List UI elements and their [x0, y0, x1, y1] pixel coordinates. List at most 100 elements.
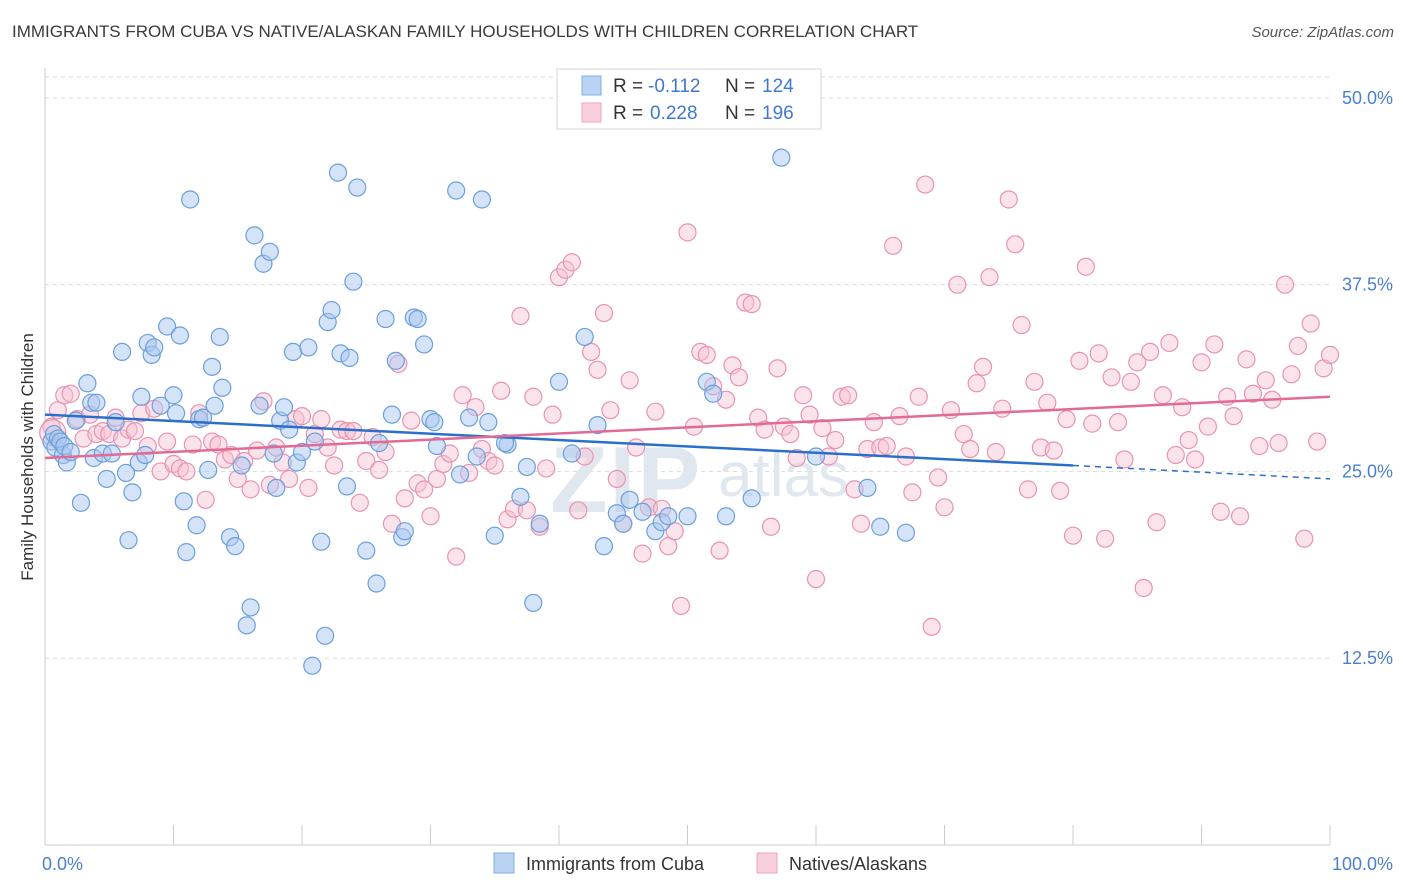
data-point-cuba	[524, 593, 543, 613]
data-point-natives	[697, 345, 716, 364]
data-point-cuba	[340, 348, 359, 367]
data-point-natives	[1057, 410, 1076, 429]
data-point-natives	[1153, 386, 1173, 405]
data-point-natives	[350, 493, 369, 512]
data-point-natives	[357, 451, 376, 471]
data-point-natives	[370, 460, 389, 480]
data-point-natives	[1006, 235, 1025, 254]
data-point-cuba	[633, 502, 652, 521]
data-point-natives	[1192, 353, 1211, 372]
data-point-cuba	[376, 309, 395, 329]
data-point-natives	[1108, 413, 1128, 432]
data-point-cuba	[106, 413, 125, 432]
data-point-natives	[646, 402, 665, 421]
data-point-cuba	[280, 420, 299, 439]
data-point-natives	[241, 480, 260, 499]
data-point-natives	[1076, 257, 1095, 276]
legend-n-value: 124	[762, 76, 794, 97]
data-point-natives	[1256, 371, 1275, 390]
data-point-cuba	[123, 483, 142, 502]
data-point-cuba	[181, 190, 200, 209]
data-point-natives	[1282, 365, 1301, 384]
data-point-natives	[1275, 275, 1295, 294]
trend-line-cuba-extension	[1072, 464, 1331, 480]
data-point-cuba	[316, 626, 335, 645]
data-point-cuba	[594, 537, 614, 556]
data-point-natives	[851, 514, 871, 533]
data-point-natives	[1096, 529, 1115, 548]
data-point-cuba	[425, 413, 444, 432]
data-point-natives	[1038, 393, 1057, 412]
data-point-natives	[671, 596, 691, 616]
data-point-natives	[1173, 398, 1192, 417]
data-point-natives	[813, 419, 832, 438]
data-point-natives	[1044, 441, 1063, 460]
data-point-cuba	[232, 456, 251, 475]
data-point-natives	[864, 413, 883, 432]
data-point-natives	[524, 387, 543, 406]
axes	[44, 68, 1331, 846]
data-point-natives	[421, 507, 440, 526]
data-point-natives	[312, 410, 331, 429]
data-point-cuba	[299, 338, 318, 357]
data-point-cuba	[467, 447, 486, 466]
legend-r-value: -0.112	[648, 76, 700, 97]
data-point-natives	[1128, 353, 1147, 372]
data-point-natives	[781, 424, 800, 444]
data-point-natives	[1230, 507, 1250, 526]
data-point-natives	[292, 407, 312, 426]
data-point-natives	[157, 432, 177, 451]
data-point-natives	[1018, 480, 1038, 499]
data-point-cuba	[858, 478, 877, 497]
data-point-natives	[973, 357, 993, 376]
data-point-natives	[562, 253, 581, 272]
data-point-natives	[61, 384, 80, 403]
data-point-natives	[742, 294, 761, 314]
data-point-cuba	[119, 531, 138, 550]
data-point-cuba	[283, 342, 303, 362]
legend-swatch-natives	[756, 852, 778, 874]
data-point-cuba	[274, 398, 294, 417]
data-point-cuba	[450, 465, 470, 484]
data-point-natives	[280, 469, 299, 489]
data-point-cuba	[549, 372, 569, 391]
data-point-natives	[1083, 414, 1102, 433]
data-point-cuba	[517, 457, 536, 477]
data-point-cuba	[575, 327, 594, 347]
data-point-natives	[1140, 342, 1160, 362]
data-point-natives	[607, 469, 626, 489]
data-point-natives	[1089, 344, 1108, 363]
chart-title: IMMIGRANTS FROM CUBA VS NATIVE/ALASKAN F…	[12, 22, 919, 41]
data-point-cuba	[87, 393, 106, 412]
data-point-natives	[594, 303, 614, 323]
data-point-natives	[1134, 578, 1153, 598]
data-point-cuba	[472, 190, 491, 209]
data-point-natives	[55, 386, 74, 405]
data-point-cuba	[382, 405, 402, 424]
data-point-cuba	[871, 517, 890, 536]
data-point-cuba	[704, 384, 723, 403]
data-point-natives	[935, 498, 954, 517]
legend-r-label: R =	[613, 76, 643, 97]
data-point-cuba	[328, 163, 348, 182]
data-point-natives	[511, 306, 530, 326]
data-point-cuba	[132, 387, 151, 406]
data-point-natives	[196, 490, 215, 509]
data-point-cuba	[264, 444, 283, 463]
data-point-cuba	[78, 374, 97, 393]
data-point-natives	[909, 387, 928, 406]
data-point-natives	[1121, 372, 1140, 391]
data-point-natives	[1295, 529, 1314, 548]
data-point-natives	[980, 268, 999, 287]
data-point-natives	[1269, 433, 1288, 453]
data-point-cuba	[485, 526, 504, 545]
data-point-natives	[999, 190, 1018, 209]
data-point-natives	[1301, 314, 1320, 333]
data-point-cuba	[210, 327, 229, 347]
data-point-cuba	[322, 300, 341, 320]
data-point-cuba	[267, 478, 286, 497]
data-point-cuba	[157, 317, 177, 336]
data-point-natives	[1012, 315, 1031, 335]
data-point-cuba	[112, 342, 132, 362]
data-point-cuba	[170, 326, 190, 345]
